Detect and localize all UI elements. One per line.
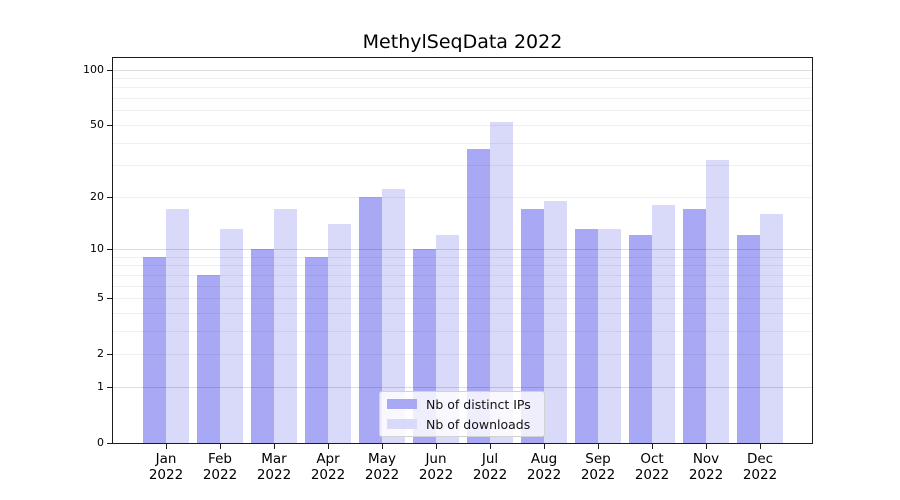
bar-distinct-ips-may — [359, 196, 382, 443]
legend: Nb of distinct IPs Nb of downloads — [379, 391, 545, 437]
y-tick-mark-0 — [107, 443, 113, 444]
bar-downloads-apr — [328, 223, 351, 443]
gridline-30 — [113, 165, 812, 167]
x-tick-mark-apr — [328, 444, 329, 449]
legend-swatch-distinct-ips — [387, 399, 417, 409]
x-tick-label-apr: Apr 2022 — [310, 451, 346, 483]
bar-distinct-ips-sep — [575, 229, 598, 443]
bar-distinct-ips-nov — [683, 209, 706, 443]
gridline-9 — [113, 256, 812, 258]
x-tick-mark-dec — [760, 444, 761, 449]
gridline-7 — [113, 274, 812, 276]
bar-distinct-ips-jan — [143, 256, 166, 443]
y-tick-mark-100 — [107, 69, 113, 71]
gridline-50 — [113, 124, 812, 126]
chart-title: MethylSeqData 2022 — [362, 31, 563, 53]
gridline-2 — [113, 354, 812, 356]
bar-downloads-may — [382, 189, 405, 443]
legend-item-distinct-ips: Nb of distinct IPs — [387, 397, 537, 412]
y-tick-label-1: 1 — [97, 379, 104, 393]
legend-label-downloads: Nb of downloads — [426, 416, 531, 432]
plot-area — [112, 57, 813, 444]
x-tick-label-jun: Jun 2022 — [418, 451, 454, 483]
bar-distinct-ips-feb — [197, 274, 220, 443]
gridline-40 — [113, 142, 812, 144]
x-tick-mark-jun — [436, 444, 437, 449]
bar-downloads-feb — [220, 229, 243, 443]
gridline-10 — [113, 248, 812, 250]
x-tick-label-nov: Nov 2022 — [688, 451, 724, 483]
y-tick-label-100: 100 — [83, 62, 104, 76]
gridline-100 — [113, 69, 812, 71]
y-tick-label-10: 10 — [90, 241, 104, 255]
bar-distinct-ips-oct — [629, 235, 652, 443]
bar-downloads-oct — [652, 204, 675, 443]
gridline-70 — [113, 98, 812, 100]
bar-distinct-ips-jul — [467, 148, 490, 443]
gridline-8 — [113, 265, 812, 267]
bar-distinct-ips-apr — [305, 256, 328, 443]
bar-downloads-mar — [274, 209, 297, 443]
x-tick-label-dec: Dec 2022 — [742, 451, 778, 483]
bar-downloads-nov — [706, 160, 729, 443]
bar-downloads-jul — [490, 121, 513, 443]
x-tick-mark-may — [382, 444, 383, 449]
x-tick-mark-sep — [598, 444, 599, 449]
x-tick-mark-aug — [544, 444, 545, 449]
gridline-5 — [113, 298, 812, 300]
bar-downloads-aug — [544, 200, 567, 443]
gridline-3 — [113, 330, 812, 332]
x-tick-mark-jul — [490, 444, 491, 449]
y-tick-label-20: 20 — [90, 189, 104, 203]
legend-item-downloads: Nb of downloads — [387, 417, 537, 432]
x-tick-mark-oct — [652, 444, 653, 449]
y-tick-label-5: 5 — [97, 291, 104, 305]
gridline-6 — [113, 285, 812, 287]
bar-downloads-sep — [598, 229, 621, 443]
x-tick-label-jan: Jan 2022 — [148, 451, 184, 483]
gridline-4 — [113, 312, 812, 314]
bar-downloads-jan — [166, 209, 189, 443]
y-tick-label-50: 50 — [90, 117, 104, 131]
x-tick-label-feb: Feb 2022 — [202, 451, 238, 483]
y-tick-mark-50 — [107, 124, 113, 126]
bar-distinct-ips-mar — [251, 248, 274, 443]
x-tick-label-aug: Aug 2022 — [526, 451, 562, 483]
x-tick-label-may: May 2022 — [364, 451, 400, 483]
x-tick-label-jul: Jul 2022 — [472, 451, 508, 483]
gridline-60 — [113, 110, 812, 112]
y-tick-mark-1 — [107, 386, 113, 388]
x-tick-mark-feb — [220, 444, 221, 449]
legend-label-distinct-ips: Nb of distinct IPs — [426, 396, 531, 412]
y-tick-label-0: 0 — [97, 436, 104, 449]
y-tick-mark-10 — [107, 248, 113, 250]
legend-swatch-downloads — [387, 419, 417, 429]
bar-distinct-ips-aug — [521, 209, 544, 443]
gridline-90 — [113, 78, 812, 80]
x-tick-mark-nov — [706, 444, 707, 449]
gridline-20 — [113, 196, 812, 198]
y-tick-mark-5 — [107, 298, 113, 300]
y-tick-mark-2 — [107, 354, 113, 356]
x-tick-label-sep: Sep 2022 — [580, 451, 616, 483]
gridline-80 — [113, 87, 812, 89]
y-tick-mark-20 — [107, 196, 113, 198]
x-tick-mark-mar — [274, 444, 275, 449]
bar-distinct-ips-dec — [737, 235, 760, 443]
x-tick-label-mar: Mar 2022 — [256, 451, 292, 483]
gridline-1 — [113, 386, 812, 388]
x-tick-label-oct: Oct 2022 — [634, 451, 670, 483]
y-tick-label-2: 2 — [97, 347, 104, 361]
x-tick-mark-jan — [166, 444, 167, 449]
bar-downloads-dec — [760, 213, 783, 443]
